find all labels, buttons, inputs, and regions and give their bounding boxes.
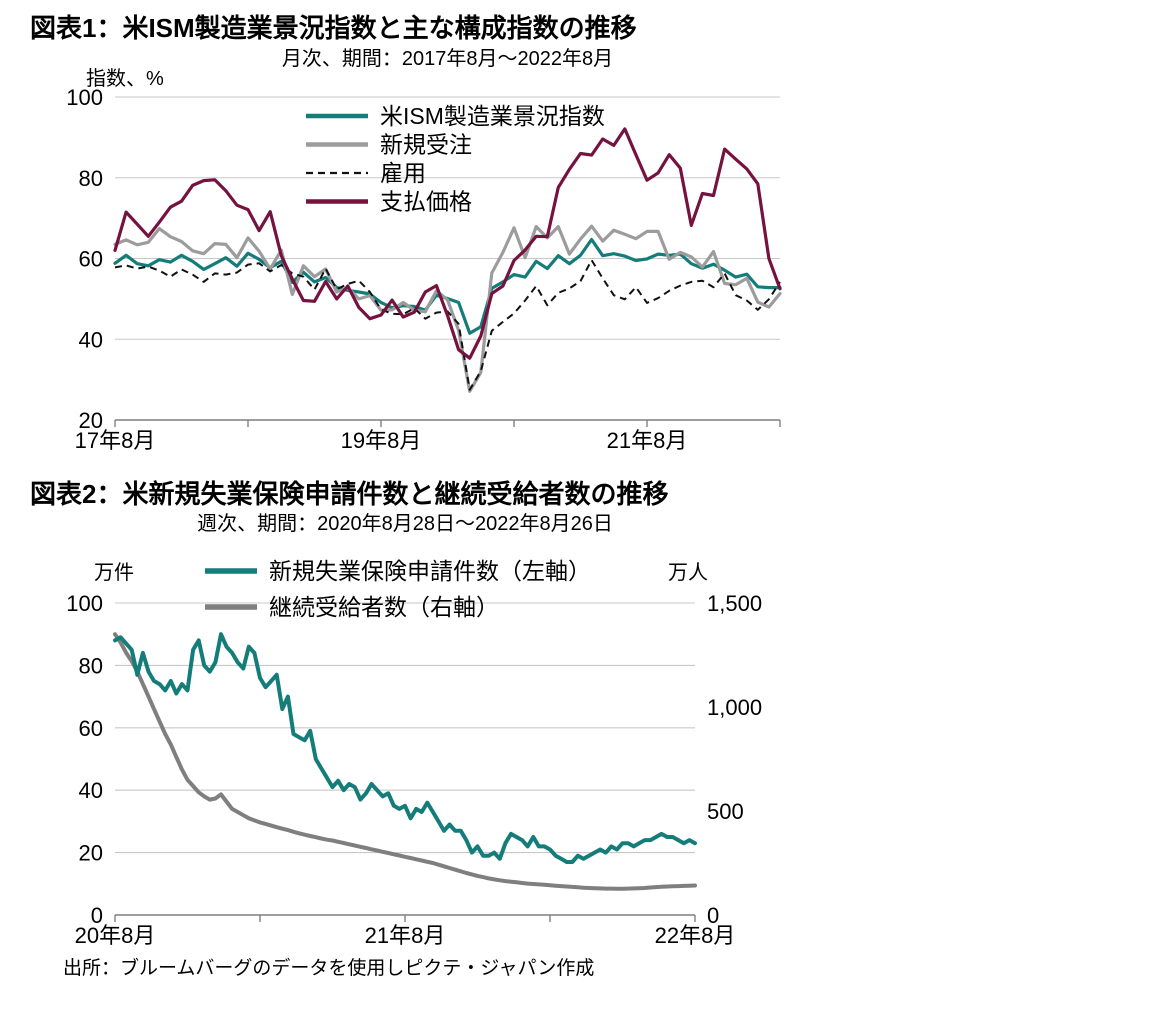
y-tick-label-right: 1,000 [707, 695, 762, 720]
chart1-title: 図表1：米ISM製造業景況指数と主な構成指数の推移 [30, 13, 637, 43]
x-tick-label: 19年8月 [341, 428, 422, 453]
series-line-2 [114, 259, 781, 391]
x-tick-label: 22年8月 [655, 923, 736, 948]
legend-label-1: 継続受給者数（右軸） [269, 594, 499, 620]
chart2-title: 図表2：米新規失業保険申請件数と継続受給者数の推移 [30, 479, 669, 509]
legend-label-1: 新規受注 [380, 132, 472, 158]
y-tick-label: 0 [91, 903, 103, 928]
y-tick-label: 40 [79, 327, 103, 352]
chart2-right-axis-unit: 万人 [668, 562, 708, 584]
y-tick-label: 80 [79, 166, 103, 191]
y-tick-label: 100 [66, 85, 103, 110]
series-line-3 [113, 127, 782, 360]
y-tick-label: 80 [79, 653, 103, 678]
legend-label-3: 支払価格 [380, 189, 472, 215]
y-tick-label-right: 1,500 [707, 591, 762, 616]
chart2-subtitle: 週次、期間：2020年8月28日～2022年8月26日 [197, 513, 613, 535]
legend-label-0: 新規失業保険申請件数（左軸） [269, 558, 591, 584]
y-tick-label: 40 [79, 778, 103, 803]
x-tick-label: 17年8月 [75, 428, 156, 453]
series-line-1 [113, 632, 697, 891]
x-tick-label: 21年8月 [365, 923, 446, 948]
chart2-left-axis-unit: 万件 [94, 562, 134, 584]
legend-label-2: 雇用 [380, 160, 426, 186]
x-tick-label: 20年8月 [75, 923, 156, 948]
y-tick-label: 20 [79, 408, 103, 433]
chart1-left-axis-unit: 指数、% [86, 68, 164, 90]
series-line-0 [113, 632, 697, 864]
series-line-1 [113, 224, 782, 393]
y-tick-label-right: 0 [707, 903, 719, 928]
source-note: 出所：ブルームバーグのデータを使用しピクテ・ジャパン作成 [63, 958, 595, 979]
y-tick-label: 20 [79, 841, 103, 866]
y-tick-label: 100 [66, 591, 103, 616]
y-tick-label-right: 500 [707, 799, 744, 824]
legend-label-0: 米ISM製造業景況指数 [380, 103, 605, 129]
y-tick-label: 60 [79, 247, 103, 272]
y-tick-label: 60 [79, 716, 103, 741]
chart1-subtitle: 月次、期間：2017年8月～2022年8月 [281, 48, 614, 70]
x-tick-label: 21年8月 [607, 428, 688, 453]
